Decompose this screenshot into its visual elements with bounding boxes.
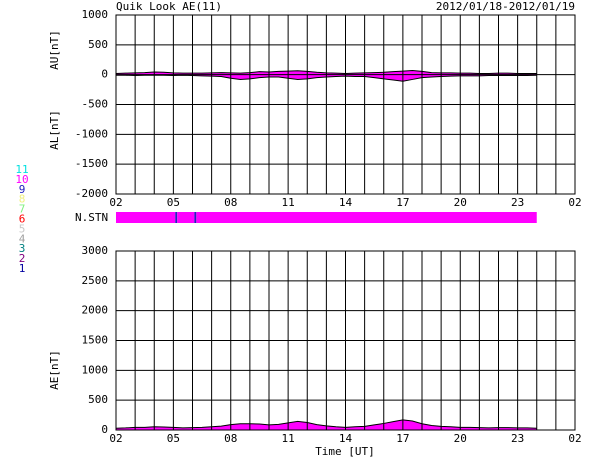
station-segment	[194, 212, 197, 223]
y-tick-label: 2500	[82, 274, 109, 287]
y-axis-label: AL[nT]	[48, 110, 61, 150]
y-axis-label: AE[nT]	[48, 350, 61, 390]
station-legend-entry: 11	[15, 163, 28, 176]
x-tick-label: 14	[339, 432, 353, 445]
x-tick-label: 11	[282, 432, 295, 445]
y-tick-label: 0	[101, 423, 108, 436]
y-tick-label: 3000	[82, 244, 109, 257]
y-tick-label: 1000	[82, 8, 109, 21]
station-legend-entry: 2	[19, 252, 26, 265]
x-tick-label: 05	[167, 432, 180, 445]
x-tick-label: 05	[167, 196, 180, 209]
date-range: 2012/01/18-2012/01/19	[436, 0, 575, 13]
y-tick-label: -500	[82, 98, 109, 111]
station-legend-entry: 9	[19, 183, 26, 196]
x-tick-label: 20	[454, 196, 467, 209]
station-segment	[177, 212, 195, 223]
x-tick-label: 17	[396, 432, 409, 445]
x-tick-label: 08	[224, 432, 237, 445]
station-segment	[175, 212, 178, 223]
x-tick-label: 20	[454, 432, 467, 445]
station-segment	[196, 212, 537, 223]
station-label: N.STN	[75, 211, 108, 224]
x-tick-label: 23	[511, 196, 524, 209]
x-axis-label: Time [UT]	[315, 445, 375, 458]
y-tick-label: -1500	[75, 157, 108, 170]
y-tick-label: 1000	[82, 363, 109, 376]
plot-frame	[115, 250, 576, 431]
y-tick-label: 0	[101, 68, 108, 81]
x-tick-label: 11	[282, 196, 295, 209]
y-tick-label: 500	[88, 393, 108, 406]
station-legend-entry: 1	[19, 262, 26, 275]
y-tick-label: 1500	[82, 334, 109, 347]
area	[116, 419, 537, 430]
station-legend-entry: 10	[15, 173, 28, 186]
title: Quik Look AE(11)	[116, 0, 222, 13]
y-tick-label: -1000	[75, 127, 108, 140]
x-tick-label: 02	[568, 196, 581, 209]
x-tick-label: 23	[511, 432, 524, 445]
x-tick-label: 02	[109, 432, 122, 445]
x-tick-label: 02	[568, 432, 581, 445]
station-legend-entry: 6	[19, 213, 26, 226]
y-tick-label: 500	[88, 38, 108, 51]
x-tick-label: 14	[339, 196, 353, 209]
y-tick-label: -2000	[75, 187, 108, 200]
area	[116, 70, 537, 75]
station-segment	[116, 212, 176, 223]
station-legend-entry: 8	[19, 193, 26, 206]
station-legend-entry: 3	[19, 242, 26, 255]
x-tick-label: 08	[224, 196, 237, 209]
station-legend-entry: 5	[19, 222, 26, 235]
y-axis-label: AU[nT]	[48, 30, 61, 70]
station-legend-entry: 4	[19, 232, 26, 245]
y-tick-label: 2000	[82, 304, 109, 317]
plot-frame	[115, 14, 576, 195]
x-tick-label: 02	[109, 196, 122, 209]
x-tick-label: 17	[396, 196, 409, 209]
station-legend-entry: 7	[19, 203, 26, 216]
